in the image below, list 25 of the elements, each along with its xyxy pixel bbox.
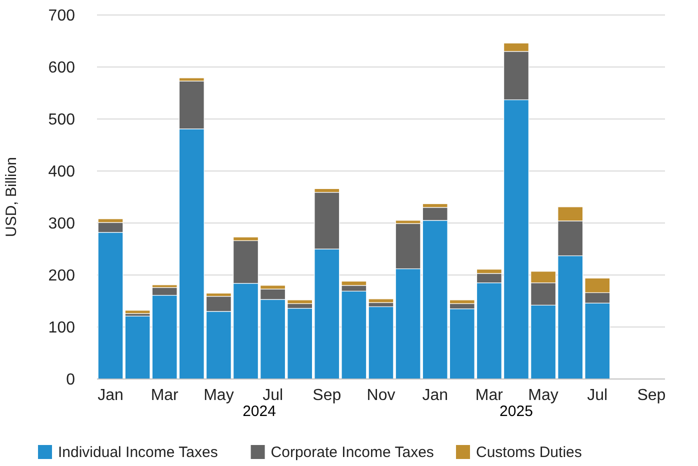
- legend-label: Customs Duties: [476, 444, 582, 461]
- text: 2024: [242, 403, 276, 420]
- y-tick-label: 200: [48, 268, 76, 285]
- text: 2025: [500, 403, 533, 420]
- y-tick-label: 700: [48, 8, 76, 25]
- x-tick-label: Nov: [366, 387, 396, 404]
- x-tick-label: May: [204, 387, 234, 404]
- y-tick-label: 100: [48, 320, 76, 337]
- x-tick-label: Jan: [422, 387, 448, 404]
- legend-label: Individual Income Taxes: [58, 444, 218, 461]
- y-tick-label: 400: [48, 164, 76, 181]
- x-tick-label: Mar: [150, 387, 180, 404]
- x-tick-label: Sep: [312, 387, 342, 404]
- y-tick-label: 600: [48, 60, 76, 77]
- x-tick-label: Mar: [475, 387, 504, 404]
- x-tick-label: Sep: [637, 387, 666, 404]
- y-tick-label: 500: [48, 112, 76, 129]
- x-tick-label: Jan: [98, 387, 124, 404]
- y-axis-title: USD, Billion: [3, 156, 20, 238]
- y-tick-label: 0: [66, 372, 76, 389]
- x-tick-label: Jul: [262, 387, 284, 404]
- x-tick-label: May: [528, 387, 558, 404]
- x-tick-label: Jul: [587, 387, 608, 404]
- y-tick-label: 300: [48, 216, 76, 233]
- legend-label: Corporate Income Taxes: [270, 444, 434, 461]
